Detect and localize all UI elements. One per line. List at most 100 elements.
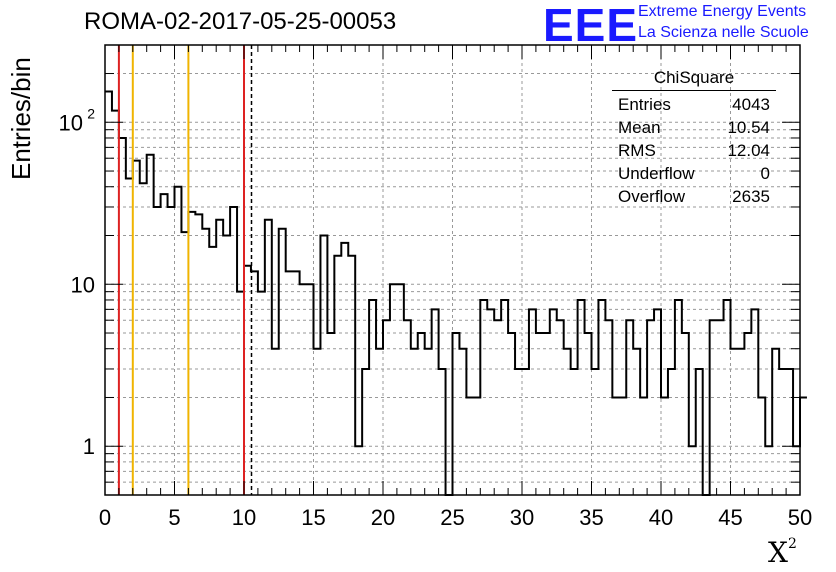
logo-tagline-2: La Scienza nelle Scuole	[638, 24, 809, 41]
histogram-bin	[327, 333, 334, 495]
histogram-bin	[564, 349, 571, 495]
stats-row-entries: Entries 4043	[612, 93, 776, 116]
histogram-bin	[168, 207, 175, 495]
stats-box: ChiSquare Entries 4043 Mean 10.54 RMS 12…	[612, 68, 776, 208]
histogram-bin	[675, 300, 682, 495]
x-tick-label: 20	[371, 505, 395, 530]
histogram-bin	[585, 333, 592, 495]
y-tick-label: 1	[83, 434, 95, 459]
histogram-bin	[181, 232, 188, 495]
x-tick-label: 5	[168, 505, 180, 530]
histogram-bin	[195, 214, 202, 495]
stats-title: ChiSquare	[612, 68, 776, 91]
histogram-bin	[376, 349, 383, 495]
histogram-bin	[710, 320, 717, 495]
histogram-bin	[661, 397, 668, 495]
histogram-bin	[369, 300, 376, 495]
histogram-bin	[140, 183, 147, 495]
histogram-bin	[522, 369, 529, 495]
histogram-bin	[341, 243, 348, 495]
histogram-bin	[619, 397, 626, 495]
logo-tagline-1: Extreme Energy Events	[638, 3, 807, 20]
histogram-bin	[355, 446, 362, 495]
stats-label: Overflow	[618, 187, 686, 206]
histogram-bin	[758, 397, 765, 495]
x-axis-label: X2	[768, 536, 797, 569]
histogram-bin	[390, 284, 397, 495]
histogram-bin	[459, 349, 466, 495]
histogram-bin	[508, 333, 515, 495]
histogram-bin	[265, 220, 272, 495]
histogram-bin	[543, 333, 550, 495]
histogram-bin	[293, 271, 300, 495]
vertical-marker-lines	[117, 45, 253, 495]
histogram-bin	[334, 256, 341, 495]
histogram-bin	[751, 309, 758, 495]
histogram-bin	[244, 266, 251, 495]
x-tick-label: 40	[649, 505, 673, 530]
histogram-bin	[744, 333, 751, 495]
histogram-bin	[612, 397, 619, 495]
histogram-bin	[717, 320, 724, 495]
histogram-bin	[536, 333, 543, 495]
histogram-bin	[362, 369, 369, 495]
histogram-bin	[696, 369, 703, 495]
histogram-bin	[161, 194, 168, 495]
stats-row-mean: Mean 10.54	[612, 116, 776, 139]
histogram-bin	[605, 320, 612, 495]
stats-value: 2635	[732, 187, 770, 206]
stats-label: Mean	[618, 118, 661, 137]
y-tick-label: 10	[59, 110, 83, 135]
stats-value: 12.04	[727, 141, 770, 160]
histogram-bin	[175, 187, 182, 495]
histogram-bin	[314, 349, 321, 495]
y-tick-label-exponent: 2	[87, 105, 95, 121]
histogram-bin	[126, 178, 133, 495]
x-tick-label: 10	[232, 505, 256, 530]
x-tick-label: 45	[718, 505, 742, 530]
stats-row-underflow: Underflow 0	[612, 162, 776, 185]
histogram-bin	[112, 111, 119, 495]
histogram-bin	[578, 300, 585, 495]
y-axis-label: Entries/bin	[6, 57, 36, 180]
histogram-bin	[223, 236, 230, 495]
stats-label: RMS	[618, 141, 656, 160]
stats-label: Underflow	[618, 164, 695, 183]
histogram-bin	[571, 369, 578, 495]
stats-row-overflow: Overflow 2635	[612, 185, 776, 208]
histogram-bin	[188, 212, 195, 495]
histogram-bin	[432, 309, 439, 495]
histogram-bin	[737, 349, 744, 495]
histogram-bin	[473, 397, 480, 495]
x-tick-label: 50	[788, 505, 812, 530]
x-axis-label-superscript: 2	[787, 535, 797, 552]
histogram-bin	[320, 236, 327, 495]
x-tick-label: 30	[510, 505, 534, 530]
histogram-bin	[202, 229, 209, 495]
histogram-bin	[501, 300, 508, 495]
histogram-bin	[633, 349, 640, 495]
histogram-bin	[397, 284, 404, 495]
histogram-bin	[154, 207, 161, 495]
histogram-bin	[598, 300, 605, 495]
histogram-bin	[550, 309, 557, 495]
histogram-bin	[133, 161, 140, 495]
histogram-bin	[515, 369, 522, 495]
chart-title: ROMA-02-2017-05-25-00053	[84, 8, 397, 35]
histogram-bin	[647, 320, 654, 495]
histogram-bin	[731, 349, 738, 495]
histogram-bin	[411, 349, 418, 495]
histogram-bin	[480, 300, 487, 495]
stats-value: 10.54	[727, 118, 770, 137]
axis-ticks	[104, 44, 801, 496]
x-axis-label-base: X	[768, 536, 788, 569]
histogram-bin	[300, 284, 307, 495]
histogram-bin	[765, 446, 772, 495]
histogram-bin	[105, 91, 112, 495]
histogram-bin	[682, 333, 689, 495]
histogram-bin	[272, 349, 279, 495]
histogram-bin	[209, 247, 216, 495]
